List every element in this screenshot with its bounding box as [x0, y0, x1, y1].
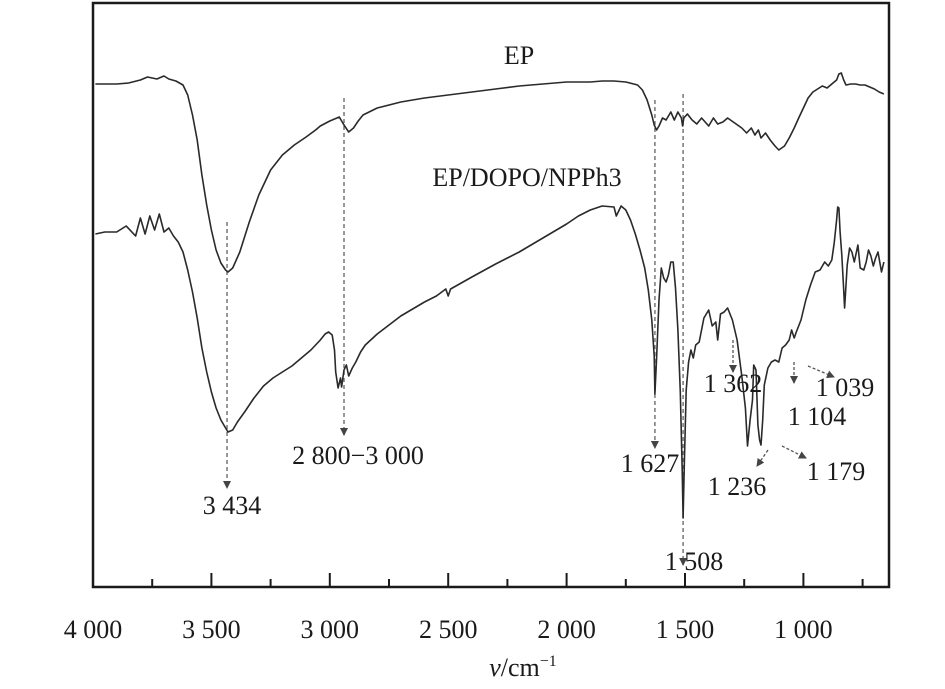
peak-annotation: 1 236	[708, 472, 767, 501]
x-axis-label-exponent: −1	[540, 653, 557, 670]
x-tick-label: 2 000	[537, 615, 596, 644]
plot-frame	[91, 1, 891, 589]
peak-annotation: 1 179	[807, 457, 866, 486]
x-tick-label: 1 000	[774, 615, 833, 644]
x-tick-label: 1 500	[656, 615, 715, 644]
series-label-ep-dopo-npph3: EP/DOPO/NPPh3	[432, 163, 621, 192]
x-axis-label-unit: /cm	[501, 653, 540, 682]
x-axis-label-variable: ν	[489, 653, 501, 682]
annotation-arrow	[781, 445, 807, 459]
peak-annotation: 1 627	[621, 449, 680, 478]
peak-annotations: 3 434 2 800−3 000 1 627 1 508 1 362 1 236 1 17…	[203, 340, 875, 576]
series-labels: EP EP/DOPO/NPPh3	[432, 41, 621, 192]
series-label-ep: EP	[504, 41, 534, 70]
x-tick-label: 3 000	[301, 615, 360, 644]
annotation-arrow	[756, 449, 769, 467]
peak-annotation: 3 434	[203, 491, 262, 520]
x-tick-label: 2 500	[419, 615, 478, 644]
x-tick-label: 3 500	[182, 615, 241, 644]
x-axis-label: ν/cm−1	[489, 653, 557, 682]
peak-annotation: 1 362	[704, 369, 763, 398]
peak-annotation: 1 039	[816, 373, 875, 402]
peak-annotation: 1 104	[788, 402, 847, 431]
spectra	[95, 72, 885, 519]
series-line-ep	[95, 72, 885, 273]
series-line-ep-dopo-npph3	[95, 205, 885, 519]
x-tick-label: 4 000	[64, 615, 123, 644]
peak-annotation: 2 800−3 000	[292, 441, 424, 470]
peak-annotation: 1 508	[665, 547, 724, 576]
x-axis: 4 000 3 500 3 000 2 500 2 000 1 500 1 000	[64, 573, 864, 644]
